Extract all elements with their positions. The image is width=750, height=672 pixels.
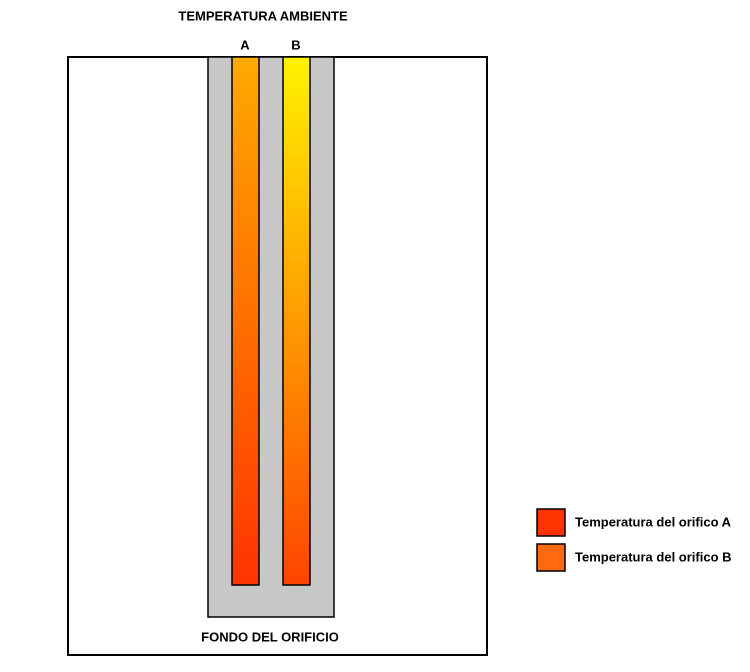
- hole-label: A: [240, 37, 250, 52]
- footer-label: FONDO DEL ORIFICIO: [201, 629, 339, 644]
- legend-swatch: [536, 543, 566, 572]
- legend-label: Temperatura del orifico B: [575, 549, 732, 564]
- hole-b: [282, 56, 311, 586]
- legend-swatch: [536, 508, 566, 537]
- legend-label: Temperatura del orifico A: [575, 514, 732, 529]
- hole-label: B: [291, 37, 300, 52]
- borehole: [207, 56, 335, 618]
- hole-a: [231, 56, 260, 586]
- title: TEMPERATURA AMBIENTE: [178, 8, 348, 23]
